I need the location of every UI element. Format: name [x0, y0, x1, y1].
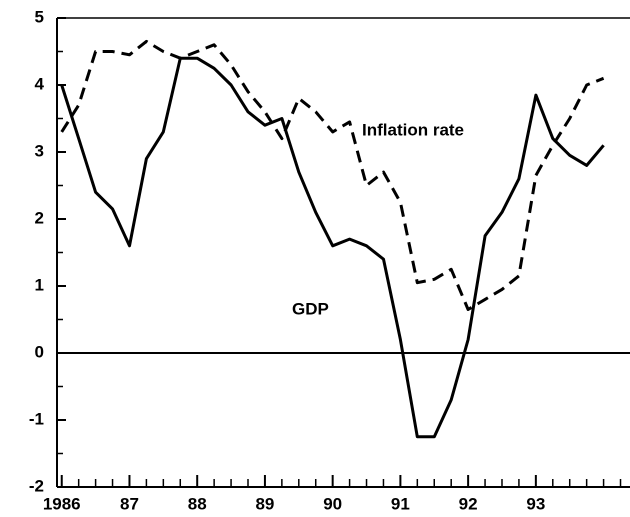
x-tick-label: 89 — [255, 494, 274, 513]
x-tick-label: 90 — [323, 494, 342, 513]
x-tick-label: 93 — [526, 494, 545, 513]
y-tick-label: 4 — [35, 74, 45, 93]
y-tick-label: 1 — [35, 275, 44, 294]
x-tick-label: 91 — [391, 494, 410, 513]
y-tick-label: 0 — [35, 342, 44, 361]
y-tick-label: 3 — [35, 141, 44, 160]
y-tick-label: -1 — [29, 409, 44, 428]
series-line — [60, 56, 605, 439]
series-line — [60, 39, 605, 311]
x-tick-label: 92 — [459, 494, 478, 513]
y-tick-label: 2 — [35, 208, 44, 227]
legend-label: Inflation rate — [362, 120, 464, 139]
x-tick-label: 1986 — [43, 494, 81, 513]
y-tick-label: 5 — [35, 7, 44, 26]
y-tick-label: -2 — [29, 476, 44, 495]
legend-label: GDP — [292, 299, 329, 318]
x-tick-label: 88 — [188, 494, 207, 513]
x-tick-label: 87 — [120, 494, 139, 513]
